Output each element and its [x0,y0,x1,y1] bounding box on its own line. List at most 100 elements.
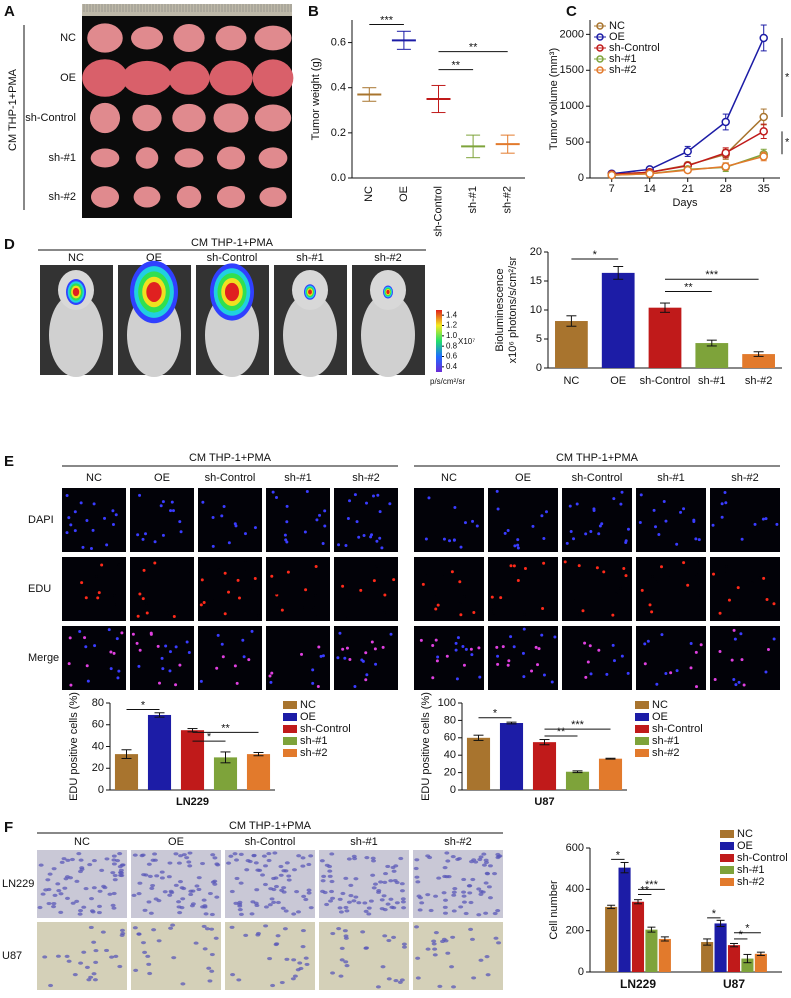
nucleus [211,544,215,548]
column-label: NC [441,472,457,484]
cell [483,858,489,862]
cell [391,935,397,939]
micrograph [710,557,780,621]
cell [445,859,451,863]
nucleus [530,669,534,673]
nucleus [243,558,247,562]
nucleus [612,659,616,663]
nucleus [233,522,237,526]
cell [132,853,138,857]
cell [48,983,54,988]
cell [90,910,96,914]
tumor [213,103,249,133]
cell [201,924,207,929]
cell [278,873,284,877]
nucleus [269,680,273,684]
nucleus [589,672,593,676]
cell [351,854,357,858]
cell [96,904,102,909]
nucleus [179,530,183,534]
nucleus [491,607,495,611]
cell [364,856,370,860]
cell [148,911,154,915]
tumor [89,102,121,134]
nucleus [764,670,768,674]
cell [58,910,64,914]
nucleus [696,593,700,597]
cell [66,959,72,963]
cell [110,871,116,875]
tumor [122,60,172,96]
cell [42,955,48,959]
cell [379,898,385,902]
cell [273,884,279,889]
cell [492,911,498,916]
cell [428,908,434,913]
nucleus [138,493,142,497]
cell [463,911,469,916]
nucleus [442,537,446,541]
micrograph [636,488,706,552]
cell [477,857,483,862]
nucleus [337,543,341,547]
cell [56,889,62,893]
nucleus [222,505,226,509]
cell [497,854,503,858]
nucleus [348,657,352,661]
nucleus [223,571,227,575]
marker [721,162,730,171]
micrograph [414,488,484,552]
row-label: OE [60,72,76,84]
cell [413,866,419,871]
cell [65,858,71,862]
cell [303,897,309,902]
nucleus [341,647,345,651]
cell [344,909,350,913]
cell [451,890,457,894]
nucleus [650,574,654,578]
nucleus [643,642,647,646]
nucleus [392,578,396,582]
nucleus [583,641,587,645]
cell [117,870,123,875]
nucleus [172,615,176,619]
cell [432,953,438,957]
colorbar-tick-label: 0.4 [446,362,458,371]
nucleus [734,683,738,687]
cell [329,879,335,884]
cell [59,860,65,864]
cell [131,893,137,897]
cell [46,887,52,892]
nucleus [84,645,88,649]
nucleus [712,572,716,576]
cell [118,873,124,878]
nucleus [432,593,436,597]
cell [228,854,234,858]
y-tick-label: 0 [578,966,584,978]
cell [327,869,333,873]
x-tick-label: sh-Control [640,375,691,387]
nucleus [89,547,93,551]
nucleus [317,645,321,649]
nucleus [243,532,247,536]
cell [281,886,287,890]
cell [441,891,447,895]
nucleus [667,573,671,577]
cell [167,861,173,865]
legend-label: sh-Control [609,42,660,54]
legend-swatch [635,713,649,721]
cell [483,881,489,885]
cell [204,927,210,931]
nucleus [80,581,84,585]
nucleus [136,614,140,618]
nucleus [581,609,585,613]
cell [181,853,187,857]
micrograph [266,626,330,690]
nucleus [586,660,590,664]
column-label: sh-#2 [352,472,380,484]
column-label: NC [74,836,90,848]
panel-title: CM THP-1+PMA [229,820,312,832]
cell [84,965,90,969]
nucleus [453,505,457,509]
